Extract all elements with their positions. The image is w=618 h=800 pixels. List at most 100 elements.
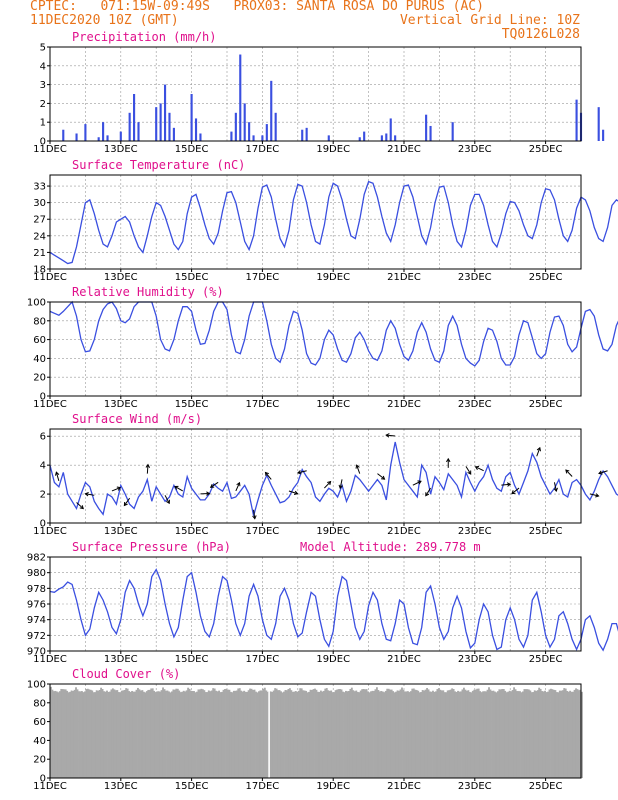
precip-bar-119 [575,99,578,141]
temp-ytick-3: 27 [33,215,46,226]
cloud-bar-225 [381,691,384,778]
cloud-bar-36 [103,691,105,778]
cloud-bar-243 [408,692,411,778]
cloud-bar-316 [516,691,518,778]
wind-arrow-18 [123,497,131,506]
wind-xtick-1: 13DEC [104,526,138,537]
cloud-bar-119 [225,688,228,778]
cloud-bar-96 [191,690,194,778]
rh-ytick-1: 20 [33,373,46,384]
cloud-bar-180 [315,689,318,778]
precip-xtick-4: 19DEC [316,144,350,155]
precip-bar-125 [602,129,605,141]
precip-bar-75 [380,135,383,141]
cloud-bar-74 [159,691,162,778]
cloud-bar-35 [101,689,104,778]
cloud-bar-340 [551,689,554,778]
wind-arrow-head-22 [145,463,151,468]
wind-arrow-head-2 [54,471,60,476]
cloud-bar-11 [66,690,69,778]
cloud-bar-173 [305,690,308,778]
cloud-bar-197 [340,689,343,778]
cloud-bar-237 [399,689,402,778]
cloud-bar-37 [104,691,107,778]
cloud-bar-265 [440,690,443,778]
wind-arrow-98 [475,466,484,472]
cloud-bar-113 [216,691,219,778]
cloud-bar-291 [479,691,482,778]
cloud-bar-156 [280,691,282,778]
cloud-ytick-0: 0 [40,774,46,785]
cloud-bar-357 [576,689,579,778]
precip-bar-124 [597,107,600,141]
cloud-bar-10 [64,689,67,778]
cloud-bar-227 [384,690,387,778]
cloud-bar-304 [498,689,501,778]
cloud-bar-356 [575,688,577,778]
precip-bar-42 [234,112,237,141]
cloud-bar-53 [128,691,131,778]
cloud-bar-157 [281,692,284,778]
wind-arrow-66 [339,479,343,489]
cloud-bar-335 [544,690,546,778]
precip-bar-24 [155,107,158,141]
temp-xtick-4: 19DEC [316,272,350,283]
precip-xtick-7: 25DEC [529,144,563,155]
cloud-bar-138 [253,689,256,778]
wind-xtick-6: 23DEC [458,526,492,537]
wind-arrow-122 [589,493,599,497]
temp-xtick-6: 23DEC [458,272,492,283]
cloud-bar-262 [436,689,439,778]
temp-ytick-2: 24 [33,231,46,242]
wind-arrow-14 [111,487,121,492]
precip-bar-76 [385,133,388,141]
cloud-bar-28 [91,690,94,778]
cloud-bar-100 [197,689,200,778]
cloud-bar-110 [212,688,215,778]
cloud-bar-313 [511,690,514,778]
cloud-bar-158 [283,691,285,778]
cloud-ytick-1: 20 [33,755,46,766]
cloud-xtick-0: 11DEC [33,781,67,792]
cloud-bar-62 [141,690,144,778]
cloud-bar-183 [319,690,322,778]
cloud-bar-102 [200,688,203,778]
precip-bar-77 [389,118,392,141]
wind-arrow-head-38 [209,483,215,488]
cloud-bar-49 [122,690,125,778]
cloud-xtick-7: 25DEC [529,781,563,792]
cloud-bar-330 [536,690,539,778]
cloud-bar-130 [241,691,244,778]
cloud-bar-224 [380,690,383,778]
cloud-bar-302 [495,692,498,778]
cloud-bar-355 [573,689,576,778]
cloud-bar-332 [539,688,542,778]
cloud-bar-229 [387,688,390,778]
cloud-bar-350 [566,690,569,778]
cloud-bar-353 [570,691,573,778]
cloud-bar-116 [221,691,223,778]
wind-arrow-head-42 [236,481,241,487]
wind-arrow-head-94 [467,470,472,475]
cloud-bar-144 [262,688,265,778]
cloud-bar-168 [297,690,300,778]
panel-rh: 0 20 40 60 80 100 11DEC 13DEC 15DEC 17DEC 19DEC 21D… [27,285,618,410]
cloud-bar-120 [227,689,229,778]
cloud-bar-181 [316,691,319,778]
cloud-bar-226 [383,692,386,778]
cloud-bar-273 [452,689,455,778]
cloud-bar-346 [560,690,563,778]
precip-bar-16 [119,131,122,141]
cloud-bar-266 [442,690,445,778]
precip-bar-85 [425,114,428,141]
cloud-bar-65 [145,691,148,778]
cloud-bar-212 [362,688,365,778]
wind-arrow-head-118 [565,469,570,474]
cloud-bar-139 [255,691,257,778]
cloud-ytick-3: 60 [33,717,46,728]
rh-ytick-3: 60 [33,335,46,346]
cloud-bar-131 [243,690,246,778]
pres-xtick-4: 19DEC [316,654,350,665]
precip-bar-26 [163,84,167,141]
cloud-bar-327 [532,692,535,778]
